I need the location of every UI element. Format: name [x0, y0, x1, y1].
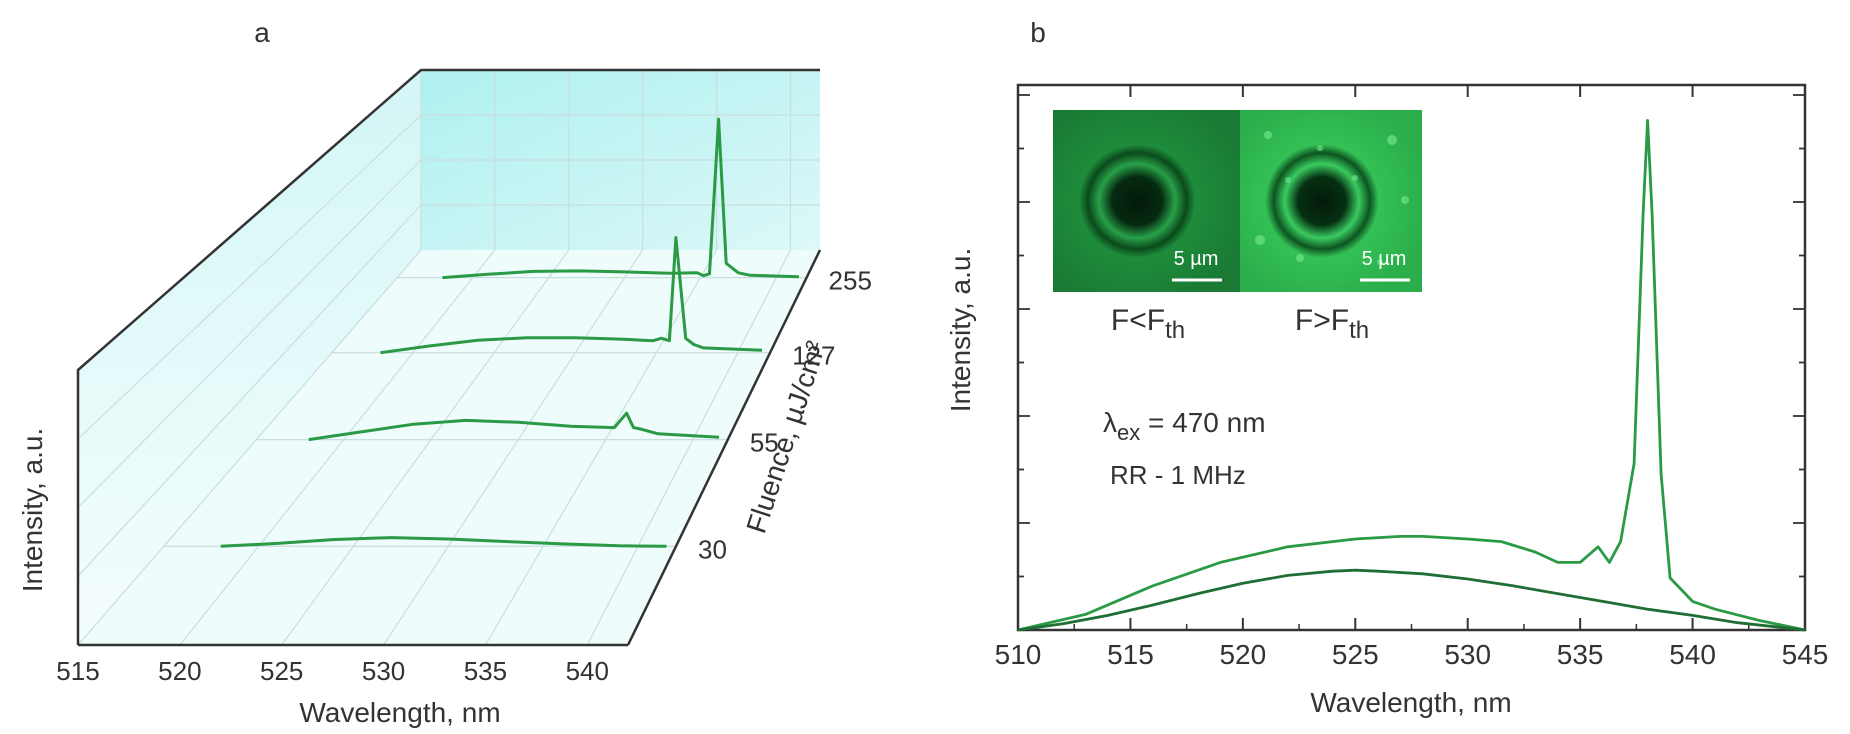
panel-a-gridline-x [281, 249, 570, 646]
panel-a-frame [76, 68, 822, 647]
panel-a-xtick-label: 535 [464, 656, 507, 686]
panel-b-xtick-label: 520 [1219, 639, 1266, 670]
panel-a-xtick-label: 530 [362, 656, 405, 686]
repetition-rate-annotation: RR - 1 MHz [1110, 460, 1246, 490]
panel-a-gridline-x [77, 249, 422, 646]
panel-a-label: a [254, 17, 270, 48]
panel-b-spectra: 510 515 520 525 530 535 540 545 5 µm 5 µm F<Fth… [945, 17, 1828, 718]
panel-a-side-wall [78, 70, 421, 645]
panel-a-curves [220, 117, 800, 548]
excitation-wavelength-annotation: λex = 470 nm [1103, 407, 1266, 445]
panel-b-xtick-label: 535 [1557, 639, 1604, 670]
inset-left-scalebar-label: 5 µm [1174, 248, 1219, 270]
panel-a-spectrum-30 [220, 536, 667, 548]
panel-b-xtick-label: 545 [1782, 639, 1829, 670]
panel-a-ztick-label: 255 [829, 266, 872, 296]
panel-a-gridline-x [179, 249, 496, 646]
panel-b-spectrum-below-threshold [1017, 568, 1806, 632]
panel-a-ztick-label: 127 [792, 341, 835, 371]
panel-a-gridline-x [586, 249, 791, 646]
panel-a-xlabel: Wavelength, nm [299, 697, 500, 728]
panel-a-spectrum-127 [380, 236, 763, 355]
inset-micrographs: 5 µm 5 µm F<Fth F>Fth [1053, 110, 1422, 344]
panel-a-xtick-label: 525 [260, 656, 303, 686]
panel-a-ylabel: Intensity, a.u. [17, 428, 48, 592]
panel-b-xtick-label: 530 [1444, 639, 1491, 670]
panel-b-xtick-label: 525 [1332, 639, 1379, 670]
inset-right-scalebar-label: 5 µm [1362, 248, 1407, 270]
panel-a-grid [77, 70, 820, 646]
panel-a-3d-spectra: 515 520 525 530 535 540 30 55 127 255 a Wavelengt… [17, 17, 872, 728]
panel-a-xtick-label: 520 [158, 656, 201, 686]
inset-left-image [1053, 110, 1240, 292]
panel-b-curves [1017, 119, 1806, 632]
inset-right-caption: F>Fth [1295, 304, 1369, 344]
panel-b-xtick-label: 510 [995, 639, 1042, 670]
panel-a-ticks: 515 520 525 530 535 540 30 55 127 255 [56, 266, 872, 686]
panel-a-gridline-x [484, 249, 718, 646]
panel-b-spectrum-above-threshold [1017, 119, 1806, 632]
panel-a-side-gridline [77, 114, 422, 440]
panel-a-gridline-x [383, 249, 644, 646]
inset-right-speckle [1255, 131, 1409, 265]
panel-a-xtick-label: 540 [566, 656, 609, 686]
panel-b-ticks: 510 515 520 525 530 535 540 545 [995, 85, 1829, 670]
panel-b-label: b [1030, 17, 1046, 48]
inset-left-caption: F<Fth [1111, 304, 1185, 344]
panel-b-ylabel: Intensity, a.u. [945, 248, 976, 412]
panel-a-ztick-label: 55 [750, 428, 779, 458]
panel-b-xtick-label: 515 [1107, 639, 1154, 670]
panel-a-spectrum-255 [442, 117, 800, 280]
panel-b-xtick-label: 540 [1669, 639, 1716, 670]
panel-b-xlabel: Wavelength, nm [1310, 687, 1511, 718]
panel-a-spectrum-55 [308, 411, 720, 442]
panel-a-xtick-label: 515 [56, 656, 99, 686]
panel-a-side-gridline [77, 204, 422, 577]
panel-a-ztick-label: 30 [698, 534, 727, 564]
panel-a-side-gridline [77, 159, 422, 508]
